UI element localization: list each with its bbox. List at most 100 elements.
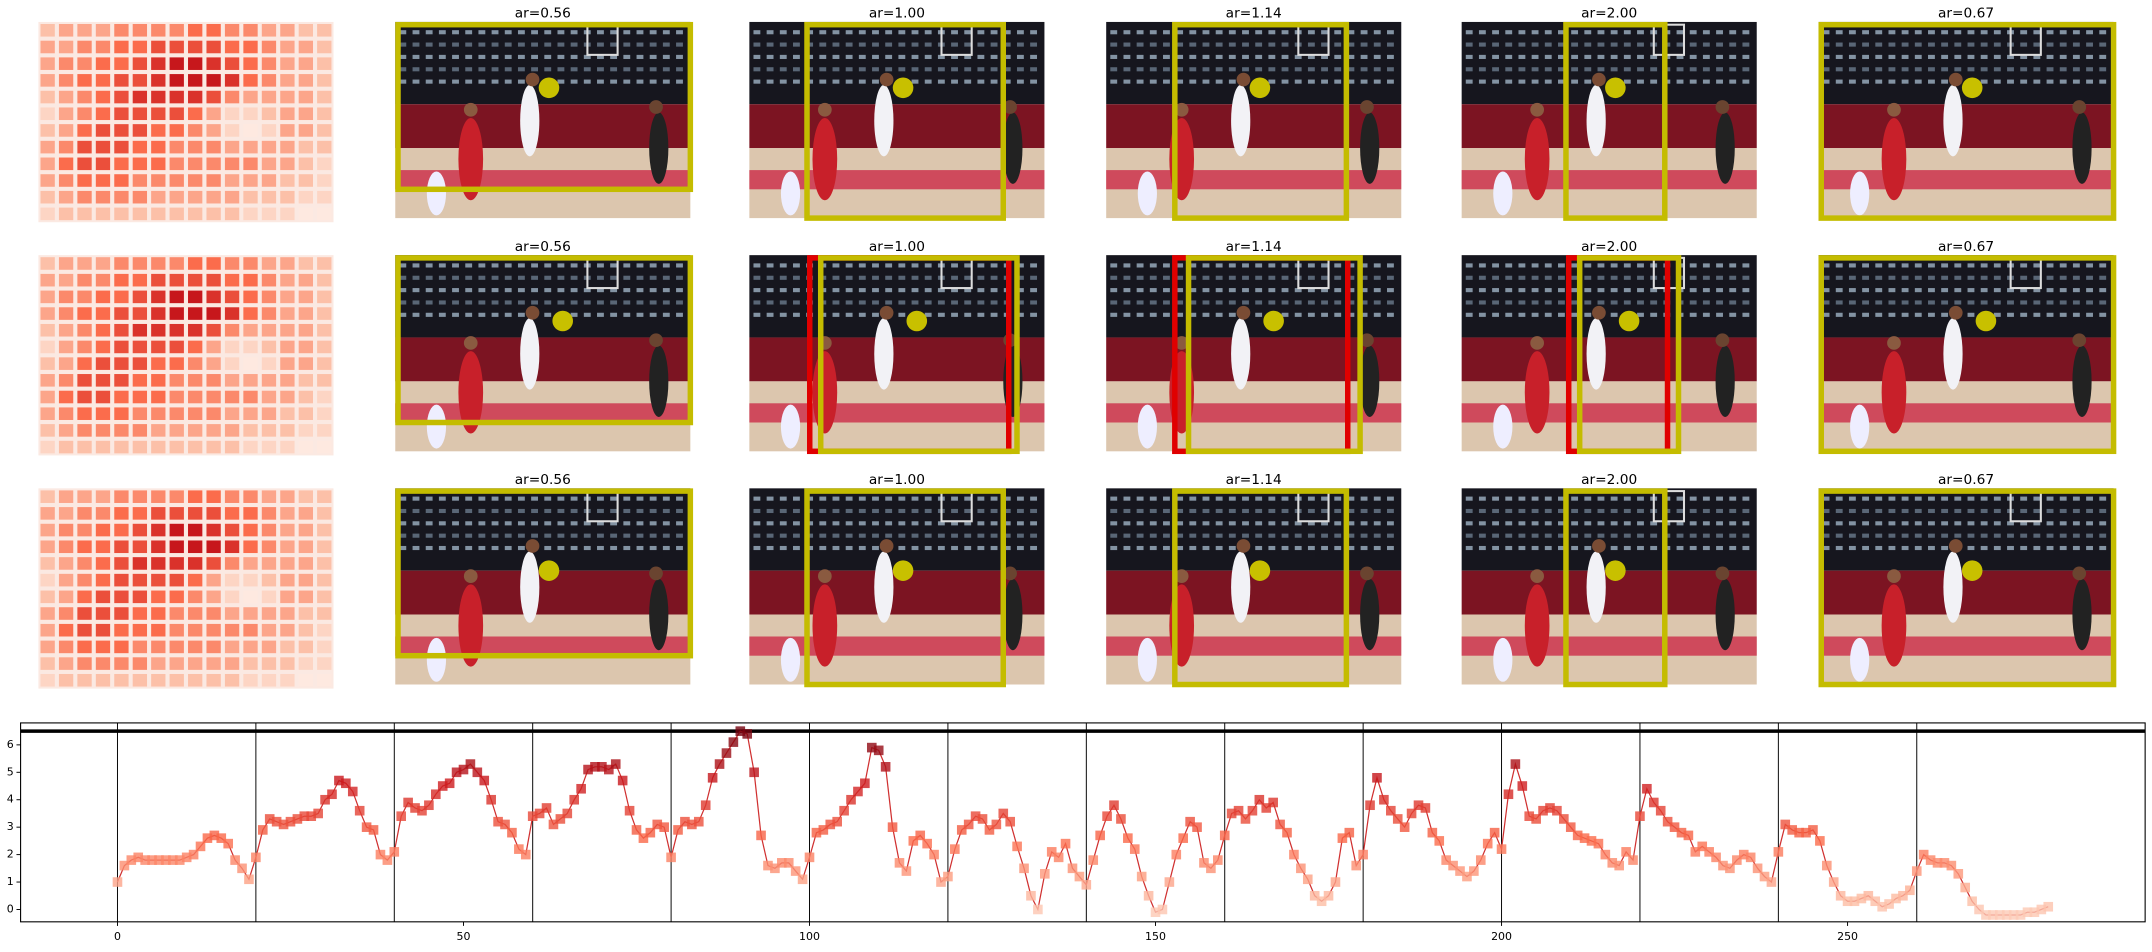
marker: [1510, 759, 1521, 769]
seat: [1729, 496, 1737, 501]
marker: [1088, 855, 1099, 865]
seat: [1928, 288, 1935, 293]
seat: [491, 263, 499, 268]
seat: [1689, 54, 1697, 59]
seat: [1030, 54, 1038, 59]
player-white-2: [1850, 637, 1870, 682]
seat: [1149, 67, 1157, 72]
marker: [1780, 819, 1791, 830]
heatmap-cell: [298, 490, 314, 503]
seat: [951, 275, 958, 280]
head: [525, 305, 540, 320]
seat: [1676, 545, 1684, 551]
seat: [2099, 263, 2107, 268]
seat: [1597, 521, 1605, 526]
seat: [1742, 79, 1750, 84]
seat: [832, 496, 840, 501]
heatmap-cell: [243, 307, 258, 320]
seat: [872, 496, 879, 501]
seat: [845, 79, 853, 84]
seat: [1228, 275, 1236, 280]
seat: [1110, 30, 1118, 35]
heatmap-cell: [261, 407, 277, 420]
heatmap-cell: [206, 207, 221, 221]
heatmap-cell: [58, 407, 74, 420]
seat: [1347, 79, 1355, 84]
seat: [1016, 508, 1024, 514]
seat: [1835, 508, 1843, 514]
marker: [140, 855, 150, 865]
seat: [1110, 42, 1118, 47]
seat: [872, 67, 879, 72]
seat: [1268, 496, 1276, 501]
photo-panel: ar=1.00: [749, 472, 1045, 688]
yellow-dot: [1605, 560, 1626, 581]
heatmap-cell: [224, 290, 240, 304]
seat: [1862, 533, 1870, 538]
seat: [1189, 312, 1197, 317]
heatmap-cell: [58, 40, 74, 54]
seat: [1637, 79, 1644, 84]
heatmap-cell: [298, 673, 314, 687]
marker: [1842, 896, 1853, 907]
seat: [1347, 521, 1355, 526]
seat: [1914, 67, 1922, 72]
heatmap-cell: [224, 623, 240, 637]
seat: [898, 545, 906, 551]
seat: [1478, 54, 1486, 59]
seat: [1202, 312, 1210, 317]
seat: [1149, 275, 1157, 280]
seat: [412, 312, 420, 317]
seat: [1321, 288, 1328, 293]
heatmap-cell: [224, 140, 240, 154]
seat: [1742, 545, 1750, 551]
seat: [1941, 521, 1949, 526]
head: [1530, 336, 1545, 350]
seat: [1822, 521, 1830, 526]
heatmap-cell: [132, 673, 148, 687]
seat: [1347, 508, 1355, 514]
seat: [1386, 545, 1394, 551]
seat: [531, 263, 538, 268]
heatmap-cell: [114, 590, 129, 604]
heatmap-cell: [188, 323, 203, 337]
heatmap-cell: [243, 424, 258, 437]
player-white: [1943, 318, 1963, 390]
seat: [2033, 545, 2041, 551]
y-tick-label: 0: [7, 902, 14, 915]
seat: [1505, 42, 1513, 47]
seat: [2046, 300, 2054, 305]
heatmap-cell: [114, 540, 129, 554]
heatmap-cell: [95, 390, 111, 404]
seat: [872, 312, 879, 317]
seat: [1321, 275, 1328, 280]
seat: [1465, 275, 1473, 280]
seat: [1163, 545, 1170, 551]
marker: [804, 852, 815, 863]
seat: [1571, 54, 1579, 59]
head: [1003, 566, 1017, 581]
seat: [557, 30, 565, 35]
head: [649, 566, 663, 581]
heatmap-cell: [298, 507, 314, 520]
seat: [1268, 533, 1276, 538]
seat: [1584, 263, 1592, 268]
heatmap-cell: [317, 640, 332, 654]
seat: [1268, 79, 1276, 84]
seat: [2099, 79, 2107, 84]
seat: [1862, 521, 1870, 526]
marker: [1635, 811, 1645, 821]
seat: [924, 30, 932, 35]
seat: [465, 30, 473, 35]
heatmap-cell: [317, 273, 332, 287]
seat: [2046, 54, 2054, 59]
heatmap-cell: [188, 507, 203, 520]
seat: [2072, 275, 2080, 280]
seat: [517, 288, 525, 293]
seat: [1334, 67, 1342, 72]
marker: [700, 800, 711, 811]
seat: [977, 312, 985, 317]
seat: [1914, 312, 1922, 317]
seat: [1716, 42, 1723, 47]
seat: [1202, 67, 1210, 72]
